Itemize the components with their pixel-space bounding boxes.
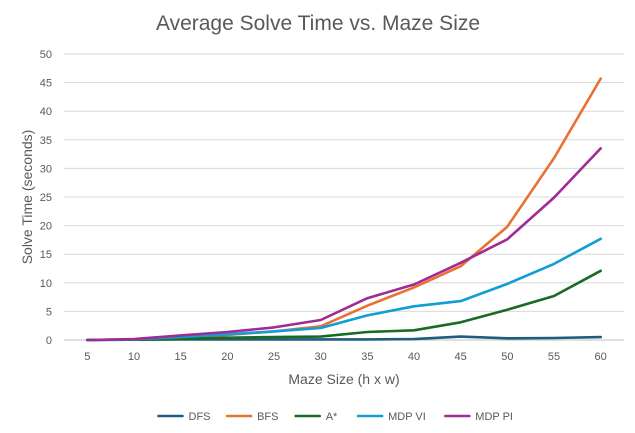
y-axis-ticks: 0 5 10 15 20 25 30 35 40 45 50 [40,49,52,347]
y-axis-title: Solve Time (seconds) [19,130,35,265]
y-tick-label: 5 [46,306,52,318]
legend-label: MDP VI [388,411,426,423]
x-tick-label: 10 [128,351,140,363]
x-tick-label: 60 [595,351,607,363]
x-axis-ticks: 5 10 15 20 25 30 35 40 45 50 55 60 [84,351,607,363]
y-tick-label: 30 [40,163,52,175]
x-tick-label: 40 [408,351,420,363]
x-tick-label: 5 [84,351,90,363]
y-tick-label: 50 [40,49,52,61]
legend-label: DFS [189,411,211,423]
legend-item: MDP PI [443,411,513,423]
y-tick-label: 10 [40,278,52,290]
y-tick-label: 15 [40,249,52,261]
x-tick-label: 35 [361,351,373,363]
gridlines [64,53,624,341]
y-tick-label: 45 [40,78,52,90]
legend-item: A* [294,411,338,423]
x-tick-label: 15 [175,351,187,363]
y-tick-label: 40 [40,106,52,118]
series-lines [86,77,603,342]
x-tick-label: 25 [268,351,280,363]
legend-label: BFS [257,411,278,423]
x-tick-label: 50 [501,351,513,363]
series-line-a [86,269,603,342]
series-line-mdp-vi [86,237,603,342]
legend-item: DFS [157,411,211,423]
x-axis-title: Maze Size (h x w) [288,371,399,387]
legend-label: A* [326,411,338,423]
series-line-mdp-pi [86,147,603,342]
y-tick-label: 35 [40,135,52,147]
x-tick-label: 30 [315,351,327,363]
x-tick-label: 45 [455,351,467,363]
legend-item: MDP VI [356,411,426,423]
chart-title: Average Solve Time vs. Maze Size [156,12,480,35]
y-tick-label: 25 [40,192,52,204]
legend-label: MDP PI [475,411,513,423]
y-tick-label: 20 [40,221,52,233]
legend: DFS BFS A* MDP VI MDP PI [157,411,513,423]
legend-item: BFS [225,411,279,423]
y-tick-label: 0 [46,335,52,347]
series-line-bfs [86,77,603,342]
x-tick-label: 20 [221,351,233,363]
x-tick-label: 55 [548,351,560,363]
